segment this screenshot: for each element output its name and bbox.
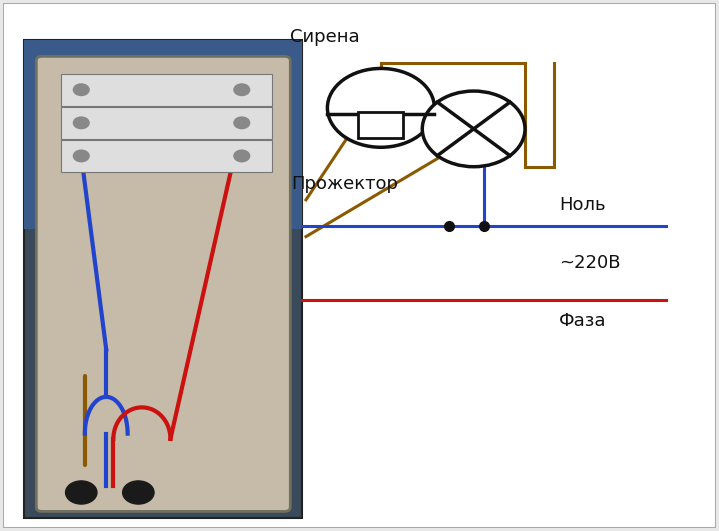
Circle shape <box>123 481 154 504</box>
FancyBboxPatch shape <box>3 3 716 528</box>
FancyBboxPatch shape <box>61 107 273 139</box>
Circle shape <box>234 84 249 96</box>
FancyBboxPatch shape <box>24 39 303 229</box>
FancyBboxPatch shape <box>359 112 403 138</box>
FancyBboxPatch shape <box>61 140 273 172</box>
FancyBboxPatch shape <box>24 39 303 518</box>
Circle shape <box>327 68 434 147</box>
FancyBboxPatch shape <box>61 74 273 106</box>
FancyBboxPatch shape <box>37 56 290 511</box>
Circle shape <box>234 117 249 129</box>
Circle shape <box>73 150 89 162</box>
Text: Фаза: Фаза <box>559 312 607 330</box>
Circle shape <box>73 117 89 129</box>
Text: Сирена: Сирена <box>290 28 360 46</box>
Circle shape <box>65 481 97 504</box>
Text: Прожектор: Прожектор <box>292 175 399 193</box>
Circle shape <box>73 84 89 96</box>
Text: ~220В: ~220В <box>559 254 620 272</box>
Circle shape <box>422 91 525 167</box>
Text: Ноль: Ноль <box>559 196 606 214</box>
Circle shape <box>234 150 249 162</box>
